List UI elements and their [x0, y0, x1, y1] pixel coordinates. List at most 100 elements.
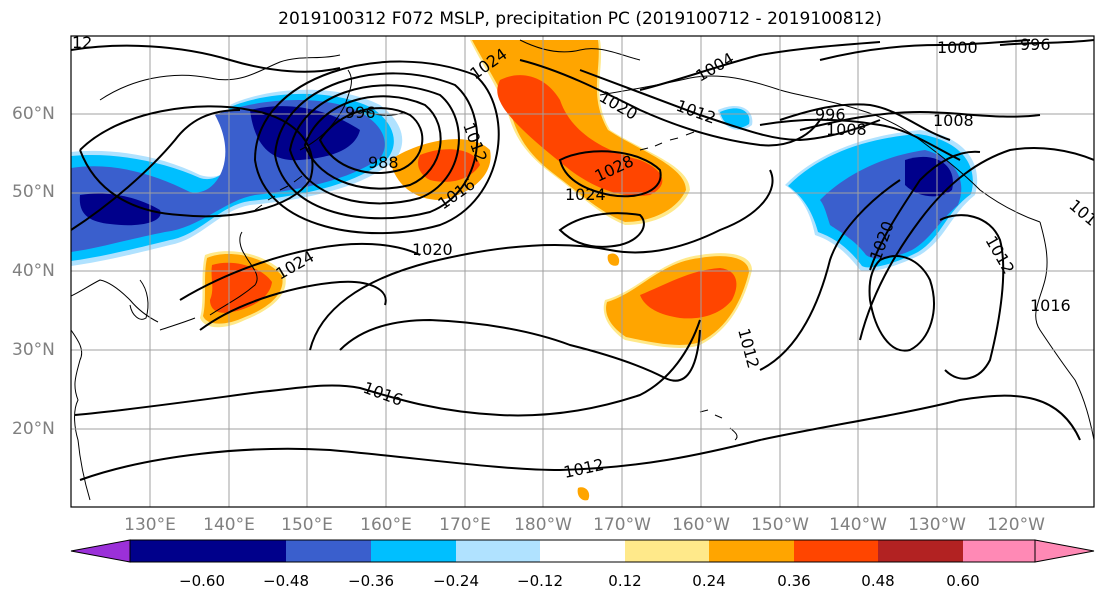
coast-okhotsk — [99, 54, 341, 101]
map-frame — [70, 35, 1095, 508]
lon-label-130w: 130°W — [908, 515, 966, 535]
lat-label-60n: 60°N — [12, 104, 55, 124]
isobar-1004 — [639, 41, 881, 91]
isobar-label: 1008 — [826, 120, 867, 139]
precip-area-red-north — [418, 75, 663, 196]
lat-label-20n: 20°N — [12, 419, 55, 439]
colorbar-tick-label: −0.36 — [348, 572, 394, 590]
isobar-1024-mid — [558, 212, 645, 248]
colorbar-tick-label: −0.48 — [263, 572, 309, 590]
isobar-label: 996 — [1020, 35, 1051, 54]
colorbar-tick-label: −0.12 — [517, 572, 563, 590]
isobar-label: 1000 — [937, 38, 978, 57]
isobar-low-2 — [303, 95, 442, 190]
coastlines — [71, 39, 1094, 501]
isobar-label: 1020 — [412, 240, 453, 259]
coast-asia — [71, 279, 159, 501]
colorbar-extend-low — [70, 539, 131, 563]
isobar-label: 12 — [72, 33, 92, 52]
isobar-996-east — [779, 103, 951, 141]
lon-label-160w: 160°W — [672, 515, 730, 535]
colorbar-bin — [540, 540, 625, 562]
isobar-1000-east — [759, 118, 961, 161]
lat-label-40n: 40°N — [12, 261, 55, 281]
isobar-1012-north — [579, 69, 881, 142]
colorbar-bin — [794, 540, 878, 562]
isobar-12-west — [71, 44, 341, 73]
lon-label-120w: 120°W — [987, 515, 1045, 535]
isobar-1016-east — [859, 147, 1094, 341]
colorbar-bin — [963, 540, 1035, 562]
isobar-label: 996 — [345, 103, 376, 122]
isobar-1008-west — [71, 109, 241, 231]
lon-label-180w: 180°W — [514, 515, 572, 535]
precip-area-navy — [79, 106, 360, 226]
lat-label-50n: 50°N — [12, 182, 55, 202]
colorbar-tick-label: −0.60 — [179, 572, 225, 590]
isobar-1008-east — [799, 110, 1041, 131]
coast-north-america — [1035, 221, 1094, 441]
coast-kuril — [254, 175, 303, 211]
isobars — [71, 39, 1094, 481]
isobar-label: 1016 — [1030, 296, 1071, 315]
isobar-label: 996 — [815, 105, 846, 124]
lon-label-150e: 150°E — [281, 515, 333, 535]
colorbar — [70, 539, 1095, 563]
isobar-1012-east — [759, 179, 901, 371]
colorbar-tick-label: 0.24 — [692, 572, 726, 590]
isobar-1020-japan — [179, 242, 421, 301]
isobar-label: 988 — [368, 153, 399, 172]
lon-label-130e: 130°E — [124, 515, 176, 535]
colorbar-tick-label: 0.48 — [861, 572, 895, 590]
isobar-1028 — [558, 150, 662, 198]
lon-label-170e: 170°E — [439, 515, 491, 535]
isobar-low-6 — [79, 105, 314, 218]
coast-alaska — [599, 75, 1041, 223]
isobar-1000 — [819, 39, 1031, 61]
isobar-1024-japan — [199, 280, 387, 331]
isobar-low-3 — [288, 84, 460, 205]
colorbar-bin — [456, 540, 540, 562]
coast-korea — [129, 279, 149, 320]
precip-area-navy-east — [905, 156, 953, 197]
isobar-1024-east — [939, 214, 1005, 380]
colorbar-bin — [286, 540, 371, 562]
colorbar-bin — [130, 540, 202, 562]
isobar-1020-east — [869, 150, 981, 271]
isobar-1016-inner — [339, 318, 701, 382]
colorbar-bin — [878, 540, 963, 562]
lon-label-160e: 160°E — [360, 515, 412, 535]
colorbar-tick-label: 0.36 — [777, 572, 811, 590]
colorbar-tick-label: 0.60 — [946, 572, 980, 590]
isobar-low-5 — [253, 60, 500, 235]
coast-japan — [159, 231, 258, 331]
lon-label-150w: 150°W — [751, 515, 809, 535]
precip-area-red-mid — [640, 268, 737, 319]
colorbar-bin — [709, 540, 794, 562]
isobar-996 — [999, 39, 1094, 46]
isobar-label: 1008 — [933, 111, 974, 130]
lat-label-30n: 30°N — [12, 340, 55, 360]
colorbar-extend-high — [1034, 539, 1095, 563]
colorbar-tick-label: −0.24 — [433, 572, 479, 590]
isobar-1020-north — [519, 59, 821, 147]
lon-label-140e: 140°E — [203, 515, 255, 535]
isobar-low-4 — [273, 72, 479, 220]
colorbar-tick-label: 0.12 — [608, 572, 642, 590]
precip-negative-areas — [71, 89, 978, 272]
colorbar-outline — [129, 539, 1036, 563]
isobar-label: 1024 — [565, 185, 606, 204]
colorbar-bin — [625, 540, 709, 562]
isobar-1016-south — [74, 319, 701, 417]
colorbar-bin — [371, 540, 456, 562]
isobar-low-1 — [318, 107, 424, 174]
isobar-1020-big — [309, 169, 774, 351]
isobar-1020-loop — [868, 255, 935, 352]
coast-aleutians — [639, 131, 695, 151]
lon-label-140w: 140°W — [829, 515, 887, 535]
isobar-1012-south — [79, 394, 1081, 481]
colorbar-bin — [202, 540, 286, 562]
lon-label-170w: 170°W — [593, 515, 651, 535]
map-title: 2019100312 F072 MSLP, precipitation PC (… — [278, 9, 882, 29]
